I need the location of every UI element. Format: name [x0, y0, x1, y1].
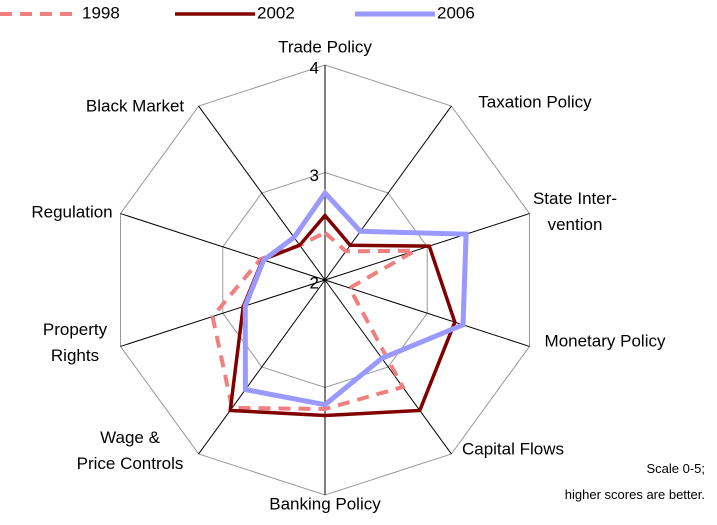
category-label: Black Market — [86, 96, 185, 115]
legend-label: 2002 — [257, 3, 295, 22]
tick-label: 4 — [310, 58, 319, 77]
tick-label: 3 — [310, 166, 319, 185]
spoke — [120, 213, 326, 281]
note: Scale 0-5; higher scores are better. — [565, 461, 705, 502]
category-label: Wage & Price Controls — [77, 428, 184, 473]
category-label: Monetary Policy — [545, 331, 666, 350]
series-line — [228, 212, 457, 418]
category-label: Taxation Policy — [478, 92, 592, 111]
spoke — [198, 279, 326, 455]
legend-label: 1998 — [82, 3, 120, 22]
tick-label: 2 — [310, 273, 319, 292]
series-line — [242, 188, 469, 408]
category-label: State Inter-vention — [533, 189, 617, 234]
spoke — [324, 279, 530, 347]
spoke — [324, 279, 452, 455]
legend-label: 2006 — [437, 3, 475, 22]
category-label: Property Rights — [43, 320, 108, 365]
category-label: Banking Policy — [269, 494, 381, 513]
category-label: Capital Flows — [462, 439, 564, 458]
category-label: Regulation — [31, 202, 112, 221]
spoke — [120, 279, 326, 347]
category-label: Trade Policy — [278, 37, 372, 56]
spoke — [198, 105, 326, 281]
